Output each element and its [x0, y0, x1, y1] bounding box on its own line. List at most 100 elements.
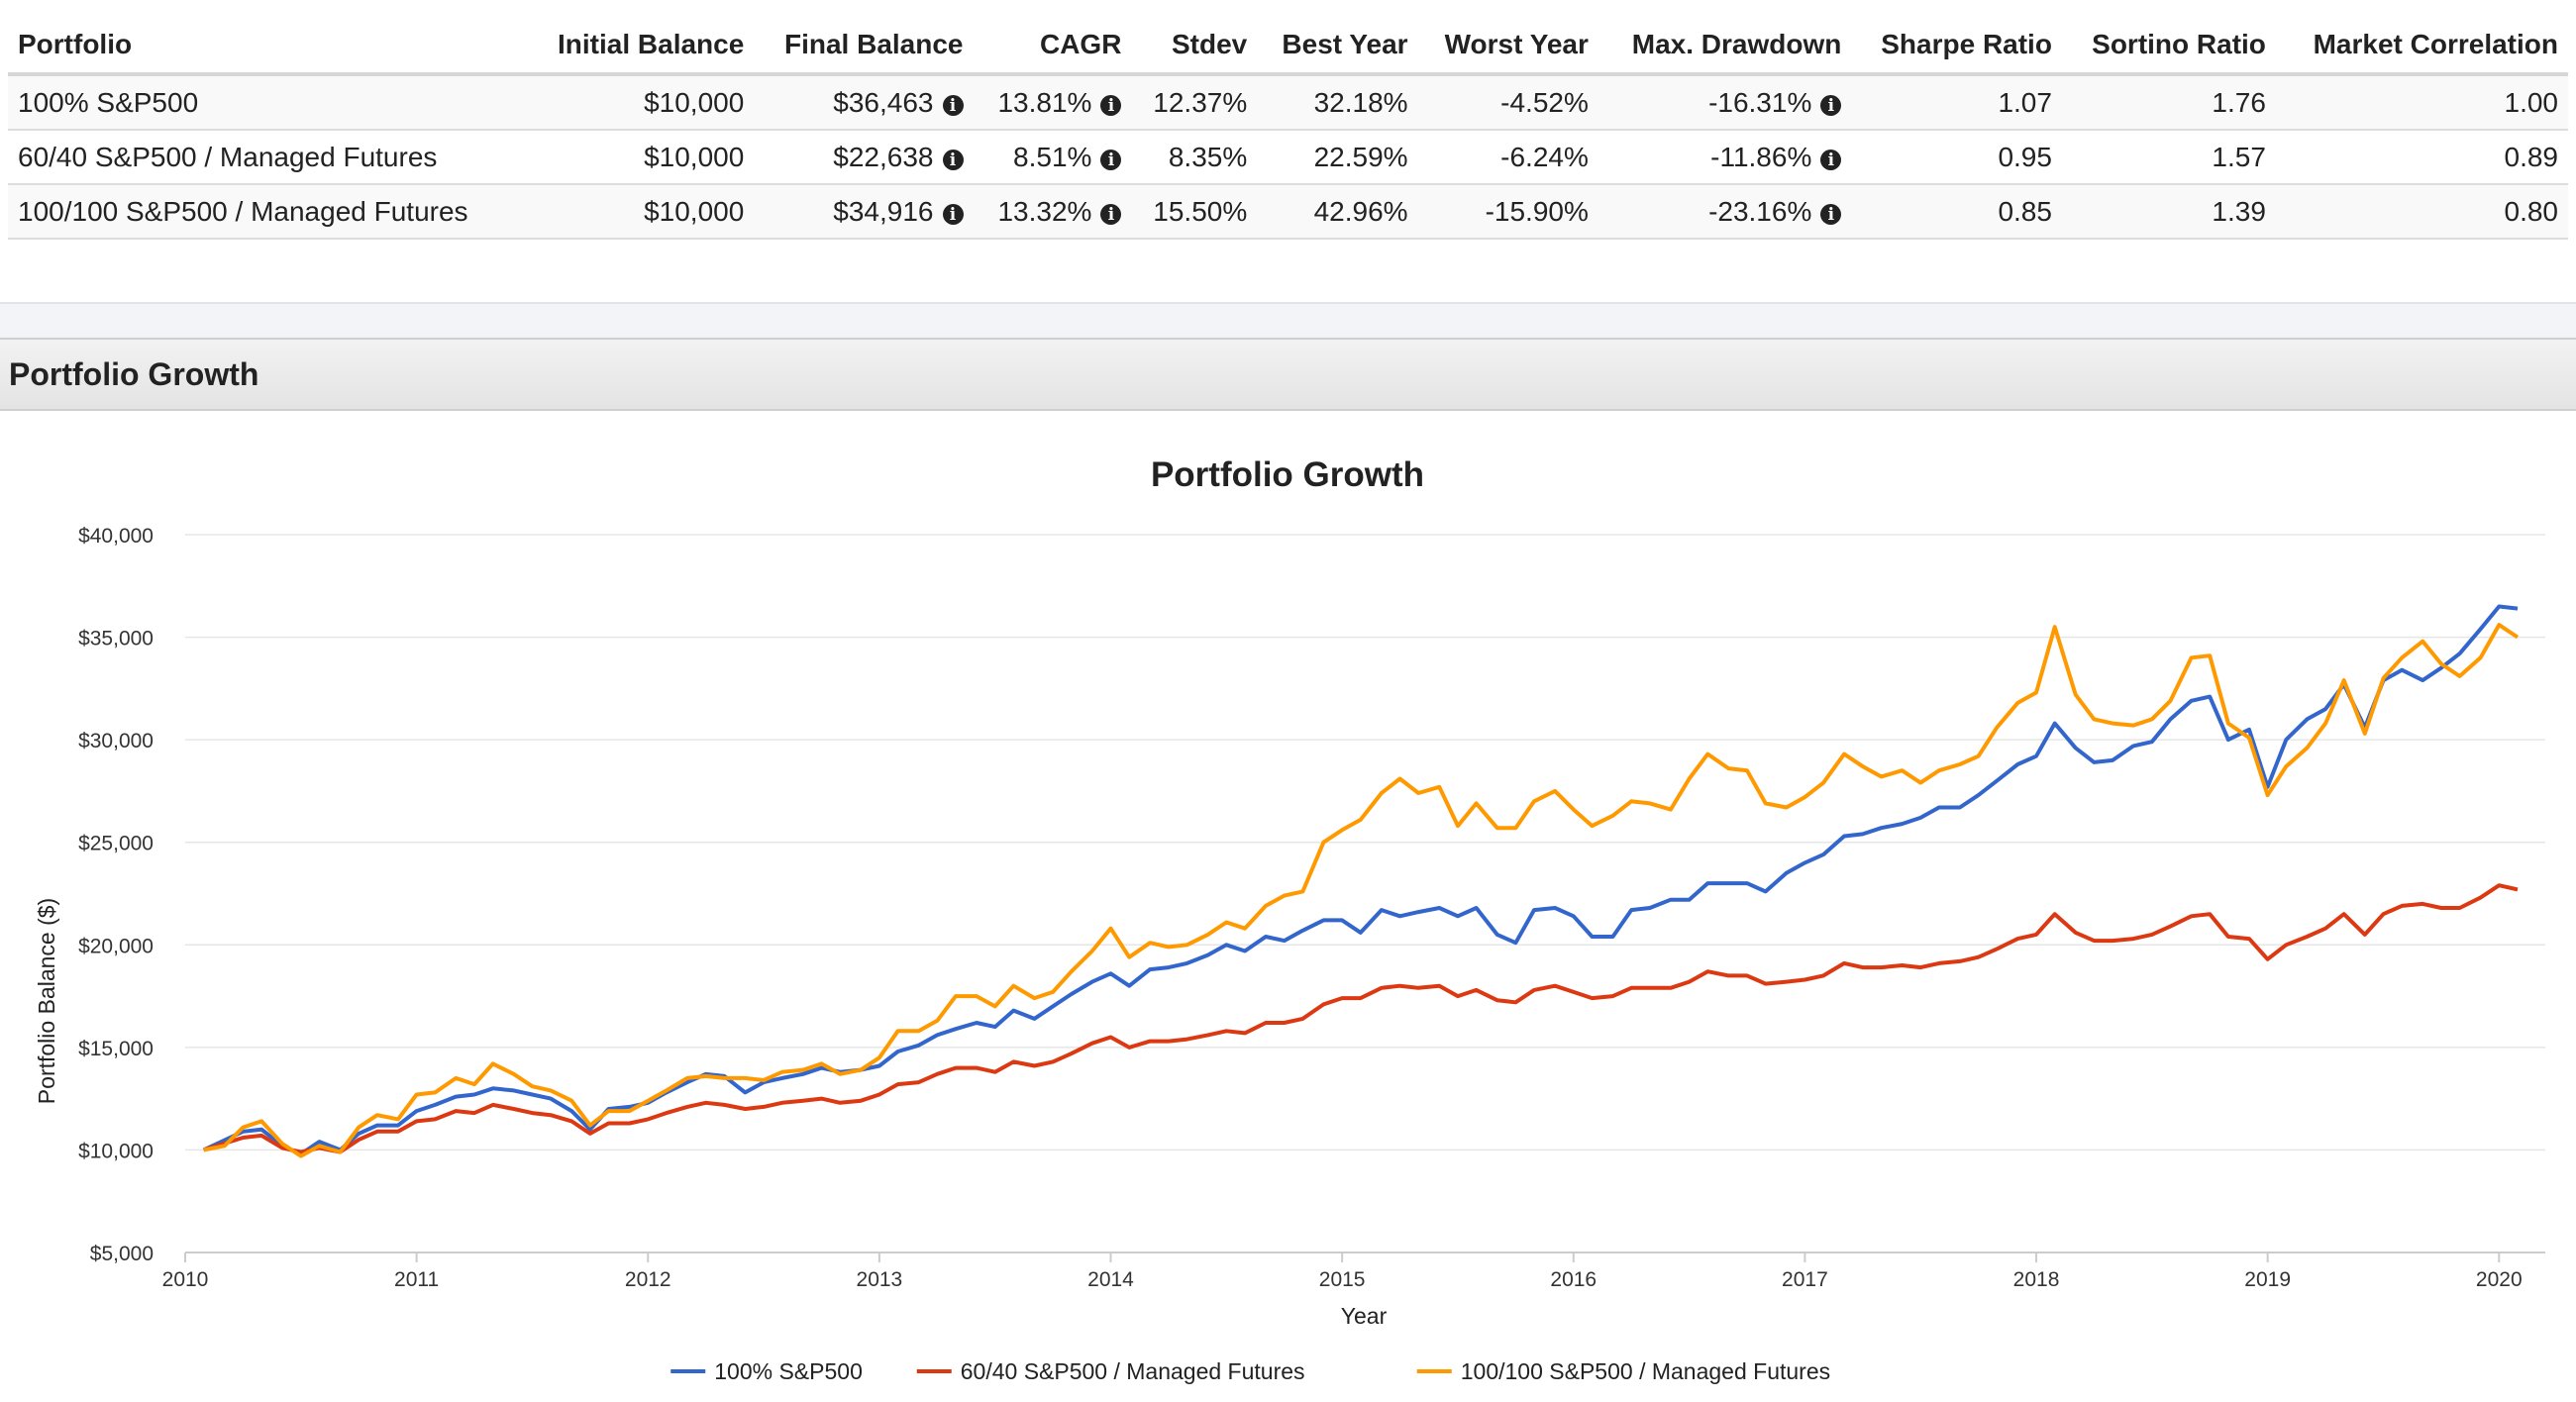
- info-circle-icon[interactable]: i: [942, 94, 964, 116]
- y-tick-label: $20,000: [78, 935, 154, 957]
- final-balance-cell: $22,638 i: [754, 130, 974, 185]
- portfolio-name: 60/40 S&P500 / Managed Futures: [8, 130, 527, 185]
- info-circle-icon[interactable]: i: [1100, 149, 1122, 170]
- y-tick-label: $25,000: [78, 833, 154, 855]
- cagr-cell: 13.32% i: [973, 184, 1132, 240]
- y-tick-label: $35,000: [78, 628, 154, 651]
- table-header-row: Portfolio Initial Balance Final Balance …: [8, 16, 2568, 76]
- sortino-ratio: 1.57: [2061, 130, 2276, 185]
- cagr-cell: 8.51% i: [973, 130, 1132, 185]
- final-balance-cell: $36,463 i: [754, 74, 974, 131]
- x-tick-label: 2019: [2244, 1268, 2291, 1291]
- market-correlation: 0.89: [2275, 130, 2568, 185]
- column-header: Worst Year: [1417, 16, 1598, 76]
- final-balance: $36,463: [833, 86, 934, 118]
- section-spacer: [0, 302, 2576, 340]
- column-header: Stdev: [1131, 16, 1258, 76]
- y-tick-label: $30,000: [78, 730, 154, 752]
- stdev: 8.35%: [1131, 130, 1258, 185]
- sharpe-ratio: 0.85: [1851, 184, 2062, 240]
- section-title: Portfolio Growth: [9, 356, 259, 392]
- section-header: Portfolio Growth: [0, 338, 2576, 411]
- series-line-2: [203, 883, 2519, 1154]
- x-tick-label: 2018: [2013, 1268, 2060, 1291]
- chart-series: [202, 604, 2520, 1158]
- x-tick-label: 2016: [1550, 1268, 1597, 1291]
- portfolio-name: 100/100 S&P500 / Managed Futures: [8, 184, 527, 240]
- info-circle-icon[interactable]: i: [1100, 94, 1122, 116]
- market-correlation: 1.00: [2275, 74, 2568, 131]
- max-drawdown: -16.31%: [1708, 86, 1812, 118]
- stdev: 12.37%: [1131, 74, 1258, 131]
- info-circle-icon[interactable]: i: [942, 203, 964, 225]
- max-drawdown: -23.16%: [1708, 195, 1812, 227]
- cagr: 8.51%: [1013, 141, 1092, 172]
- column-header: Final Balance: [754, 16, 974, 76]
- table-row: 100/100 S&P500 / Managed Futures $10,000…: [8, 184, 2568, 240]
- final-balance: $22,638: [833, 141, 934, 172]
- table-row: 100% S&P500 $10,000 $36,463 i 13.81% i 12.…: [8, 74, 2568, 131]
- worst-year: -4.52%: [1417, 74, 1598, 131]
- column-header: Sharpe Ratio: [1851, 16, 2062, 76]
- max-drawdown-cell: -16.31% i: [1597, 74, 1852, 131]
- stdev: 15.50%: [1131, 184, 1258, 240]
- cagr: 13.32%: [997, 195, 1092, 227]
- max-drawdown-cell: -11.86% i: [1597, 130, 1852, 185]
- market-correlation: 0.80: [2275, 184, 2568, 240]
- info-circle-icon[interactable]: i: [1820, 203, 1842, 225]
- portfolio-name: 100% S&P500: [8, 74, 527, 131]
- y-tick-label: $15,000: [78, 1038, 154, 1060]
- legend-label: 100/100 S&P500 / Managed Futures: [1461, 1358, 1830, 1384]
- y-tick-label: $10,000: [78, 1140, 154, 1162]
- chart-legend: 100% S&P500 60/40 S&P500 / Managed Future…: [670, 1358, 1830, 1384]
- worst-year: -15.90%: [1417, 184, 1598, 240]
- sharpe-ratio: 0.95: [1851, 130, 2062, 185]
- sortino-ratio: 1.39: [2061, 184, 2276, 240]
- y-tick-label: $5,000: [90, 1243, 154, 1265]
- column-header: CAGR: [973, 16, 1132, 76]
- initial-balance: $10,000: [526, 184, 755, 240]
- column-header: Portfolio: [8, 16, 527, 76]
- max-drawdown: -11.86%: [1710, 141, 1812, 172]
- chart-title: Portfolio Growth: [1151, 455, 1424, 494]
- x-axis-label: Year: [1341, 1303, 1388, 1329]
- max-drawdown-cell: -23.16% i: [1597, 184, 1852, 240]
- x-tick-label: 2010: [162, 1268, 209, 1291]
- series-line-3: [203, 623, 2520, 1158]
- initial-balance: $10,000: [526, 130, 755, 185]
- best-year: 42.96%: [1257, 184, 1418, 240]
- chart-gridlines: [185, 534, 2545, 1253]
- column-header: Market Correlation: [2275, 16, 2568, 76]
- column-header: Best Year: [1257, 16, 1418, 76]
- x-tick-label: 2017: [1782, 1268, 1828, 1291]
- cagr: 13.81%: [997, 86, 1092, 118]
- initial-balance: $10,000: [526, 74, 755, 131]
- legend-label: 100% S&P500: [714, 1358, 863, 1384]
- best-year: 32.18%: [1257, 74, 1418, 131]
- column-header: Max. Drawdown: [1597, 16, 1852, 76]
- series-line-1: [202, 604, 2519, 1156]
- x-tick-label: 2014: [1087, 1268, 1134, 1291]
- info-circle-icon[interactable]: i: [1820, 149, 1842, 170]
- sortino-ratio: 1.76: [2061, 74, 2276, 131]
- legend-label: 60/40 S&P500 / Managed Futures: [961, 1358, 1305, 1384]
- final-balance-cell: $34,916 i: [754, 184, 974, 240]
- info-circle-icon[interactable]: i: [1820, 94, 1842, 116]
- x-tick-label: 2015: [1319, 1268, 1366, 1291]
- sharpe-ratio: 1.07: [1851, 74, 2062, 131]
- portfolio-summary-table: Portfolio Initial Balance Final Balance …: [8, 16, 2568, 240]
- cagr-cell: 13.81% i: [973, 74, 1132, 131]
- column-header: Sortino Ratio: [2061, 16, 2276, 76]
- table-row: 60/40 S&P500 / Managed Futures $10,000 $…: [8, 130, 2568, 185]
- x-tick-label: 2012: [625, 1268, 671, 1291]
- x-tick-label: 2013: [857, 1268, 903, 1291]
- chart-axes: $5,000 $10,000 $15,000 $20,000 $25,000 $30,00…: [78, 525, 2545, 1291]
- final-balance: $34,916: [833, 195, 934, 227]
- column-header: Initial Balance: [526, 16, 755, 76]
- worst-year: -6.24%: [1417, 130, 1598, 185]
- info-circle-icon[interactable]: i: [942, 149, 964, 170]
- y-axis-label: Portfolio Balance ($): [34, 898, 59, 1104]
- x-tick-label: 2020: [2476, 1268, 2523, 1291]
- portfolio-growth-chart: $5,000 $10,000 $15,000 $20,000 $25,000 $30,00…: [34, 455, 2545, 1384]
- info-circle-icon[interactable]: i: [1100, 203, 1122, 225]
